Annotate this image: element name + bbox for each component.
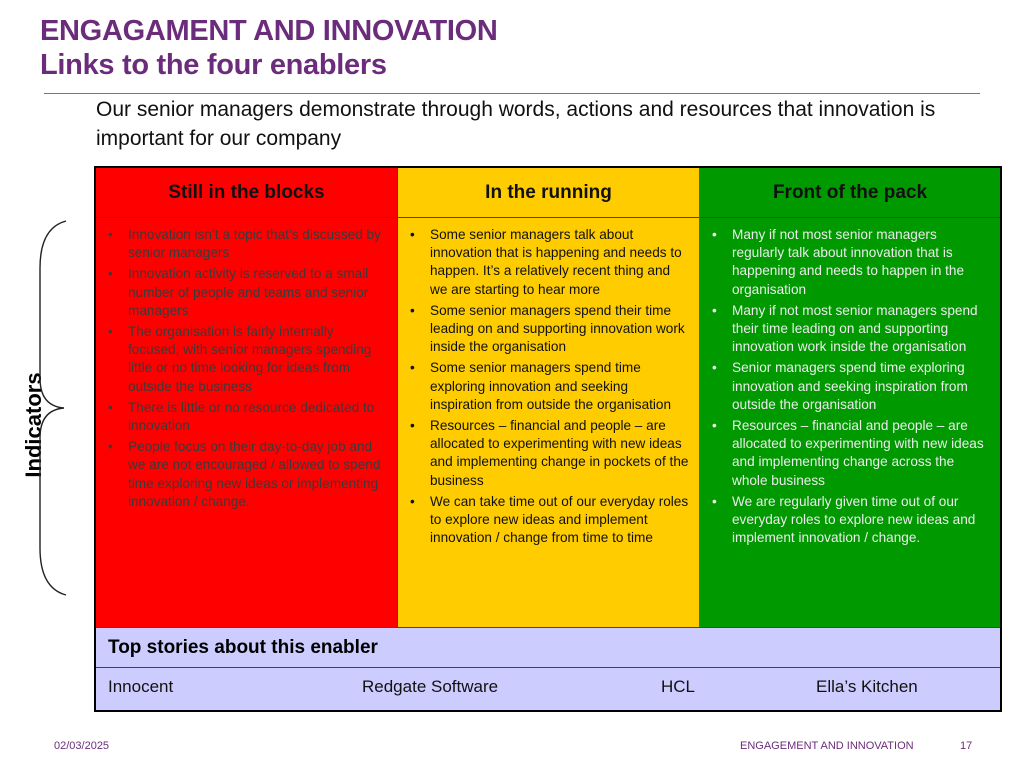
slide-title: ENGAGAMENT AND INNOVATION Links to the f… — [40, 14, 498, 82]
list-item: The organisation is fairly internally fo… — [108, 323, 387, 396]
column-heading: Front of the pack — [700, 168, 1000, 218]
column-heading: Still in the blocks — [96, 168, 397, 218]
story-ellas-kitchen: Ella’s Kitchen — [816, 677, 918, 696]
list-item: Resources – financial and people – are a… — [712, 417, 990, 490]
list-item: There is little or no resource dedicated… — [108, 399, 387, 435]
footer-title: ENGAGEMENT AND INNOVATION — [740, 740, 914, 752]
indicator-list: Many if not most senior managers regular… — [700, 218, 1000, 547]
story-innocent: Innocent — [108, 677, 174, 696]
left-brace-icon — [39, 220, 67, 596]
list-item: Many if not most senior managers spend t… — [712, 302, 990, 357]
list-item: Innovation activity is reserved to a sma… — [108, 265, 387, 320]
list-item: Some senior managers spend time explorin… — [410, 359, 689, 414]
page-number: 17 — [960, 740, 973, 752]
list-item: We are regularly given time out of our e… — [712, 493, 990, 548]
list-item: Innovation isn’t a topic that’s discusse… — [108, 226, 387, 262]
list-item: Senior managers spend time exploring inn… — [712, 359, 990, 414]
list-item: We can take time out of our everyday rol… — [410, 493, 689, 548]
indicator-list: Some senior managers talk about innovati… — [398, 218, 699, 547]
list-item: People focus on their day-to-day job and… — [108, 438, 387, 511]
footer-date: 02/03/2025 — [54, 740, 110, 752]
indicator-list: Innovation isn’t a topic that’s discusse… — [96, 218, 397, 511]
list-item: Some senior managers spend their time le… — [410, 302, 689, 357]
list-item: Some senior managers talk about innovati… — [410, 226, 689, 299]
title-line-2: Links to the four enablers — [40, 49, 387, 81]
top-stories-row: Innocent Redgate Software HCL Ella’s Kit… — [96, 668, 1000, 710]
column-still-in-the-blocks: Still in the blocks Innovation isn’t a t… — [96, 168, 398, 627]
story-redgate-software: Redgate Software — [362, 677, 499, 696]
title-line-1: ENGAGAMENT AND INNOVATION — [40, 15, 498, 47]
top-stories-heading: Top stories about this enabler — [96, 627, 1000, 668]
list-item: Many if not most senior managers regular… — [712, 226, 990, 299]
column-front-of-the-pack: Front of the pack Many if not most senio… — [700, 168, 1000, 627]
column-in-the-running: In the running Some senior managers talk… — [398, 168, 700, 627]
column-heading: In the running — [398, 168, 699, 218]
title-divider — [44, 93, 980, 94]
story-hcl: HCL — [661, 677, 696, 696]
enabler-matrix: Still in the blocks Innovation isn’t a t… — [94, 166, 1002, 712]
list-item: Resources – financial and people – are a… — [410, 417, 689, 490]
lead-statement: Our senior managers demonstrate through … — [96, 98, 936, 150]
